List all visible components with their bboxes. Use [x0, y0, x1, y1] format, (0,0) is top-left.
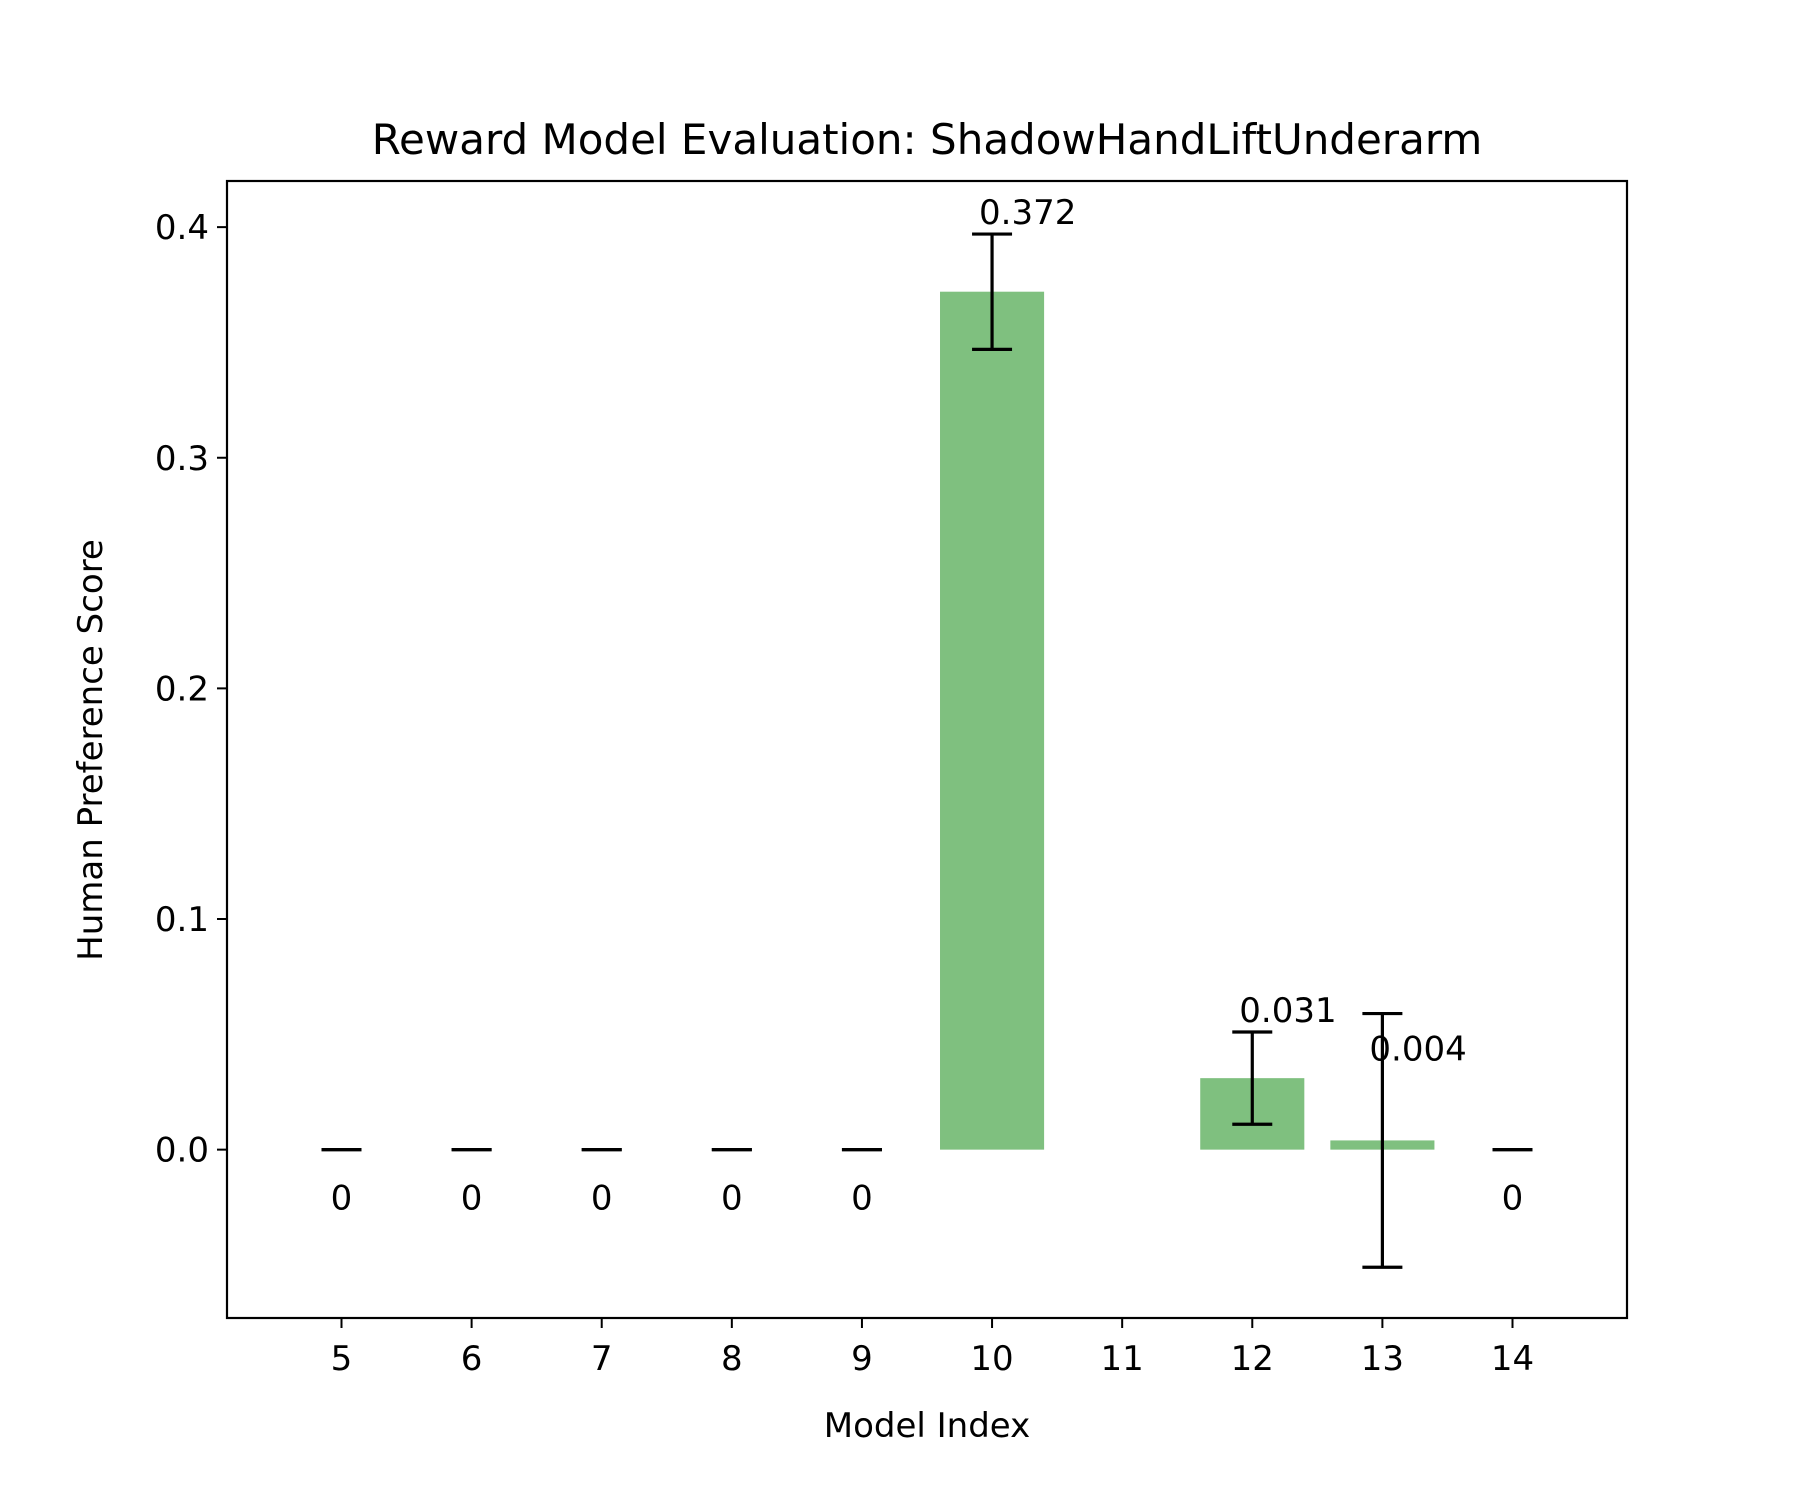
y-tick-label-0.2: 0.2 — [155, 669, 209, 709]
bar-10 — [940, 291, 1045, 1150]
x-tick-label-14: 14 — [1491, 1339, 1534, 1379]
x-tick-label-8: 8 — [721, 1339, 743, 1379]
value-label-9: 0 — [851, 1179, 873, 1219]
x-tick-label-5: 5 — [331, 1339, 353, 1379]
x-tick-label-11: 11 — [1101, 1339, 1144, 1379]
y-tick-label-0.1: 0.1 — [155, 900, 209, 940]
value-label-12: 0.031 — [1239, 991, 1336, 1031]
x-axis: 5 6 7 8 9 10 11 12 13 14 — [331, 1318, 1534, 1379]
value-label-6: 0 — [461, 1179, 483, 1219]
chart-title: Reward Model Evaluation: ShadowHandLiftU… — [372, 115, 1483, 164]
x-axis-label: Model Index — [824, 1406, 1031, 1446]
y-axis-label: Human Preference Score — [71, 539, 111, 961]
error-bars-layer — [321, 232, 1533, 1269]
y-tick-label-0.0: 0.0 — [155, 1131, 209, 1171]
plot-frame — [225, 179, 1629, 1320]
value-label-5: 0 — [331, 1179, 353, 1219]
value-label-7: 0 — [591, 1179, 613, 1219]
value-label-14: 0 — [1502, 1179, 1524, 1219]
x-tick-label-9: 9 — [851, 1339, 873, 1379]
value-label-13: 0.004 — [1369, 1029, 1466, 1069]
x-tick-label-12: 12 — [1231, 1339, 1274, 1379]
value-label-10: 0.372 — [979, 193, 1076, 233]
value-labels-layer: 0 0 0 0 0 0.372 0.031 0.004 0 — [331, 193, 1524, 1219]
y-axis: 0.0 0.1 0.2 0.3 0.4 — [155, 208, 227, 1171]
value-label-8: 0 — [721, 1179, 743, 1219]
bars-layer — [940, 291, 1435, 1150]
x-tick-label-7: 7 — [591, 1339, 613, 1379]
y-tick-label-0.3: 0.3 — [155, 439, 209, 479]
y-tick-label-0.4: 0.4 — [155, 208, 209, 248]
x-tick-label-10: 10 — [970, 1339, 1013, 1379]
x-tick-label-13: 13 — [1361, 1339, 1404, 1379]
x-tick-label-6: 6 — [461, 1339, 483, 1379]
